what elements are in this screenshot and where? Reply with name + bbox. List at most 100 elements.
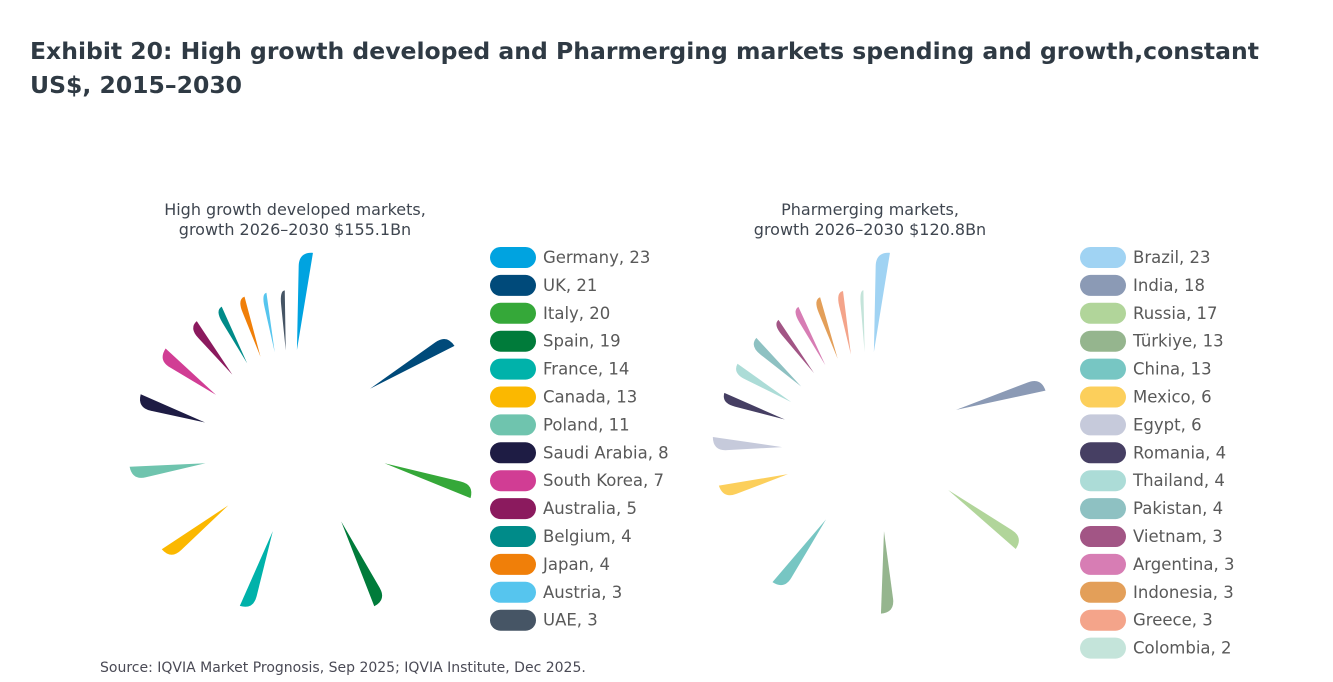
pie-slice-uae xyxy=(280,290,286,351)
legend-item-pakistan: Pakistan, 4 xyxy=(1080,498,1223,520)
legend-label: Egypt, 6 xyxy=(1133,415,1202,434)
pie-slice-thailand xyxy=(736,363,792,403)
legend-item-south-korea: South Korea, 7 xyxy=(490,470,664,492)
legend-label: Poland, 11 xyxy=(543,415,630,434)
legend-label: Türkiye, 13 xyxy=(1132,332,1224,351)
legend-label: South Korea, 7 xyxy=(543,471,664,490)
legend-swatch xyxy=(490,302,536,324)
pie-slice-saudi-arabia xyxy=(139,394,206,423)
legend-label: Argentina, 3 xyxy=(1133,555,1234,574)
legend-swatch xyxy=(1080,553,1126,575)
legend-item-china: China, 13 xyxy=(1080,358,1212,380)
legend-label: Austria, 3 xyxy=(543,583,622,602)
legend-item-italy: Italy, 20 xyxy=(490,302,610,324)
legend-label: Greece, 3 xyxy=(1133,611,1213,630)
legend-swatch xyxy=(490,581,536,603)
pie-slice-china xyxy=(772,519,827,586)
pie-slice-russia xyxy=(948,489,1019,549)
legend-item-turkiye: Türkiye, 13 xyxy=(1080,330,1224,352)
pie-slice-germany xyxy=(296,252,313,351)
chart-subtitle-line: growth 2026–2030 $120.8Bn xyxy=(754,220,986,239)
pie-slice-turkiye xyxy=(880,531,894,614)
pie-slice-france xyxy=(239,531,273,607)
legend-item-germany: Germany, 23 xyxy=(490,247,650,268)
legend-label: UAE, 3 xyxy=(543,611,598,630)
chart-subtitle-line: growth 2026–2030 $155.1Bn xyxy=(179,220,411,239)
legend-label: Vietnam, 3 xyxy=(1133,527,1223,546)
legend-swatch xyxy=(1080,609,1126,631)
legend-label: Russia, 17 xyxy=(1133,304,1218,323)
legend-label: Indonesia, 3 xyxy=(1133,583,1234,602)
legend-swatch xyxy=(1080,581,1126,603)
legend-swatch xyxy=(1080,358,1126,380)
legend-swatch xyxy=(490,553,536,575)
legend-swatch xyxy=(1080,247,1126,268)
legend-item-poland: Poland, 11 xyxy=(490,414,630,436)
legend-item-argentina: Argentina, 3 xyxy=(1080,553,1234,575)
pie-slice-colombia xyxy=(860,290,865,353)
chart-subtitle-line: Pharmerging markets, xyxy=(781,200,959,219)
legend-item-saudi-arabia: Saudi Arabia, 8 xyxy=(490,442,669,464)
legend-swatch xyxy=(1080,470,1126,492)
pie-slice-brazil xyxy=(873,252,890,353)
pie-slice-vietnam xyxy=(776,319,815,374)
pie-slice-poland xyxy=(129,463,206,478)
legend-label: Pakistan, 4 xyxy=(1133,499,1223,518)
legend-label: China, 13 xyxy=(1133,360,1212,379)
pie-slice-romania xyxy=(723,392,785,420)
pie-slice-canada xyxy=(161,505,229,555)
legend-label: Canada, 13 xyxy=(543,388,637,407)
legend-swatch xyxy=(1080,330,1126,352)
pie-slice-argentina xyxy=(795,306,826,366)
legend-item-belgium: Belgium, 4 xyxy=(490,526,632,547)
legend-swatch xyxy=(1080,442,1126,464)
legend-swatch xyxy=(490,330,536,352)
legend-item-egypt: Egypt, 6 xyxy=(1080,414,1202,436)
pie-slice-australia xyxy=(193,321,233,375)
pie-slice-italy xyxy=(384,463,472,499)
source-note: Source: IQVIA Market Prognosis, Sep 2025… xyxy=(100,660,586,676)
legend-label: Japan, 4 xyxy=(542,555,610,574)
legend-swatch xyxy=(1080,302,1126,324)
legend-swatch xyxy=(490,470,536,492)
legend-item-greece: Greece, 3 xyxy=(1080,609,1213,631)
pie-slice-spain xyxy=(341,521,383,607)
legend-item-canada: Canada, 13 xyxy=(490,386,637,408)
legend-swatch xyxy=(490,274,536,296)
pie-slice-greece xyxy=(838,290,851,355)
legend-swatch xyxy=(490,358,536,380)
pie-slice-uk xyxy=(370,338,455,389)
legend-label: Colombia, 2 xyxy=(1133,639,1232,658)
legend-swatch xyxy=(490,609,536,631)
legend-item-japan: Japan, 4 xyxy=(490,553,610,575)
legend-item-romania: Romania, 4 xyxy=(1080,442,1226,464)
legend-swatch xyxy=(490,498,536,520)
legend-swatch xyxy=(1080,637,1126,659)
pie-slice-japan xyxy=(240,296,261,357)
legend-item-spain: Spain, 19 xyxy=(490,330,621,352)
legend-swatch xyxy=(490,526,536,547)
chart-subtitle: Pharmerging markets, growth 2026–2030 $12… xyxy=(754,200,986,239)
legend-label: Spain, 19 xyxy=(543,332,621,351)
legend-item-brazil: Brazil, 23 xyxy=(1080,247,1211,268)
legend-swatch xyxy=(1080,414,1126,436)
legend-label: Thailand, 4 xyxy=(1132,471,1225,490)
legend-swatch xyxy=(490,247,536,268)
legend-item-vietnam: Vietnam, 3 xyxy=(1080,526,1223,547)
exhibit-title: Exhibit 20: High growth developed and Ph… xyxy=(30,37,1259,99)
legend-item-indonesia: Indonesia, 3 xyxy=(1080,581,1234,603)
legend-label: Australia, 5 xyxy=(543,499,637,518)
legend-label: UK, 21 xyxy=(543,276,597,295)
legend-swatch xyxy=(1080,498,1126,520)
pie-slice-india xyxy=(956,380,1046,410)
legend-item-uk: UK, 21 xyxy=(490,274,597,296)
pie-slice-south-korea xyxy=(162,348,216,395)
legend-label: Romania, 4 xyxy=(1133,443,1226,462)
pharmerging-markets-chart: Pharmerging markets, growth 2026–2030 $12… xyxy=(712,200,1234,659)
chart-subtitle: High growth developed markets, growth 202… xyxy=(164,200,426,239)
legend-item-mexico: Mexico, 6 xyxy=(1080,386,1212,408)
legend-label: Mexico, 6 xyxy=(1133,388,1212,407)
legend-label: Germany, 23 xyxy=(543,248,650,267)
legend-label: Belgium, 4 xyxy=(543,527,632,546)
